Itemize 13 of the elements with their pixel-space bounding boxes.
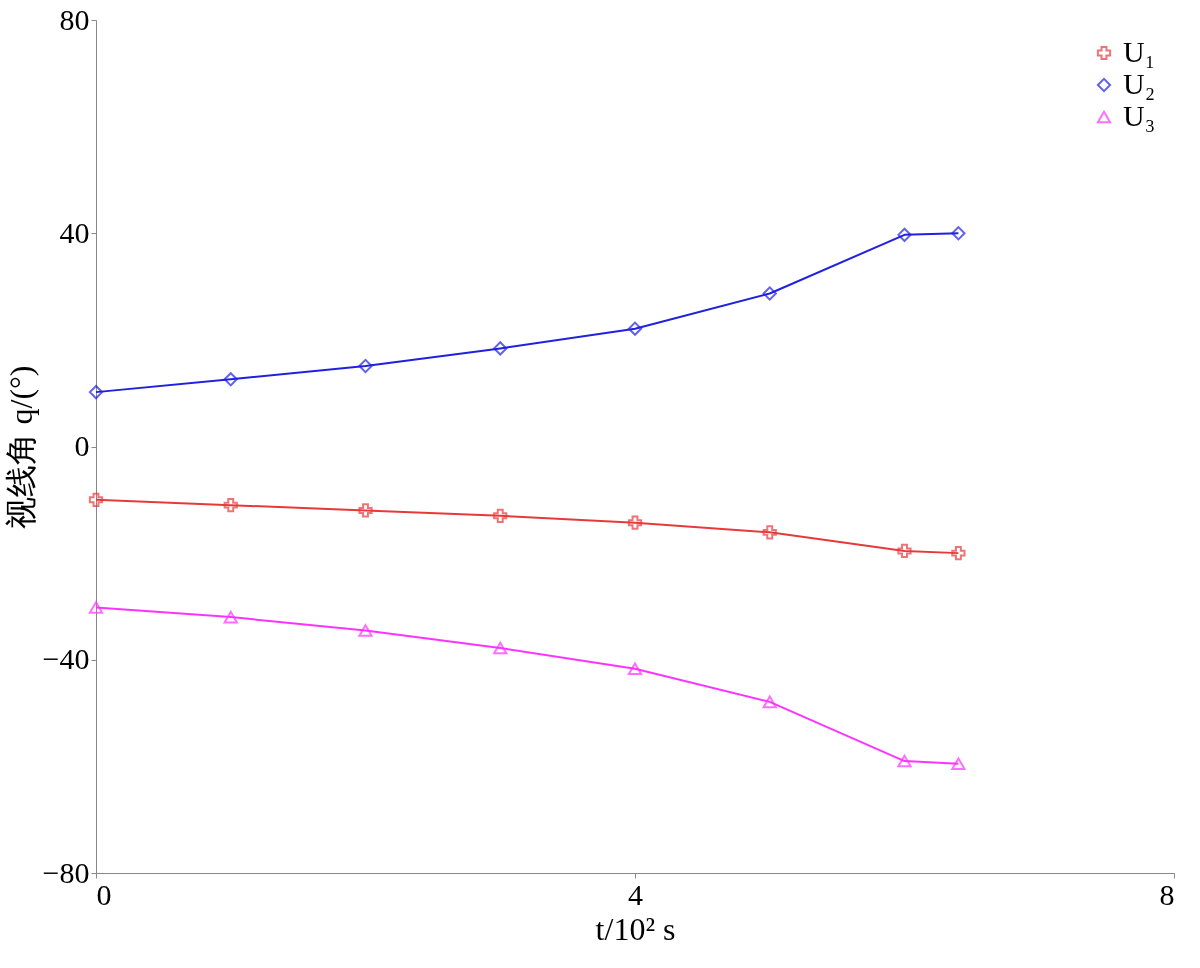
x-axis-title: t/10² s (595, 910, 676, 947)
y-tick-label: 80 (59, 2, 90, 36)
legend-label: U₃ (1123, 99, 1156, 132)
legend-label: U₁ (1123, 35, 1156, 68)
x-tick-label: 8 (1159, 877, 1175, 911)
y-tick-label: −40 (42, 642, 90, 676)
y-axis-title: 视线角 q/(°) (2, 365, 39, 529)
y-tick-label: −80 (42, 855, 90, 889)
x-tick-label: 0 (96, 877, 112, 911)
y-tick-label: 0 (74, 429, 90, 462)
legend-label: U₂ (1123, 67, 1156, 100)
x-tick-label: 4 (628, 877, 643, 911)
y-tick-label: 40 (59, 215, 90, 249)
